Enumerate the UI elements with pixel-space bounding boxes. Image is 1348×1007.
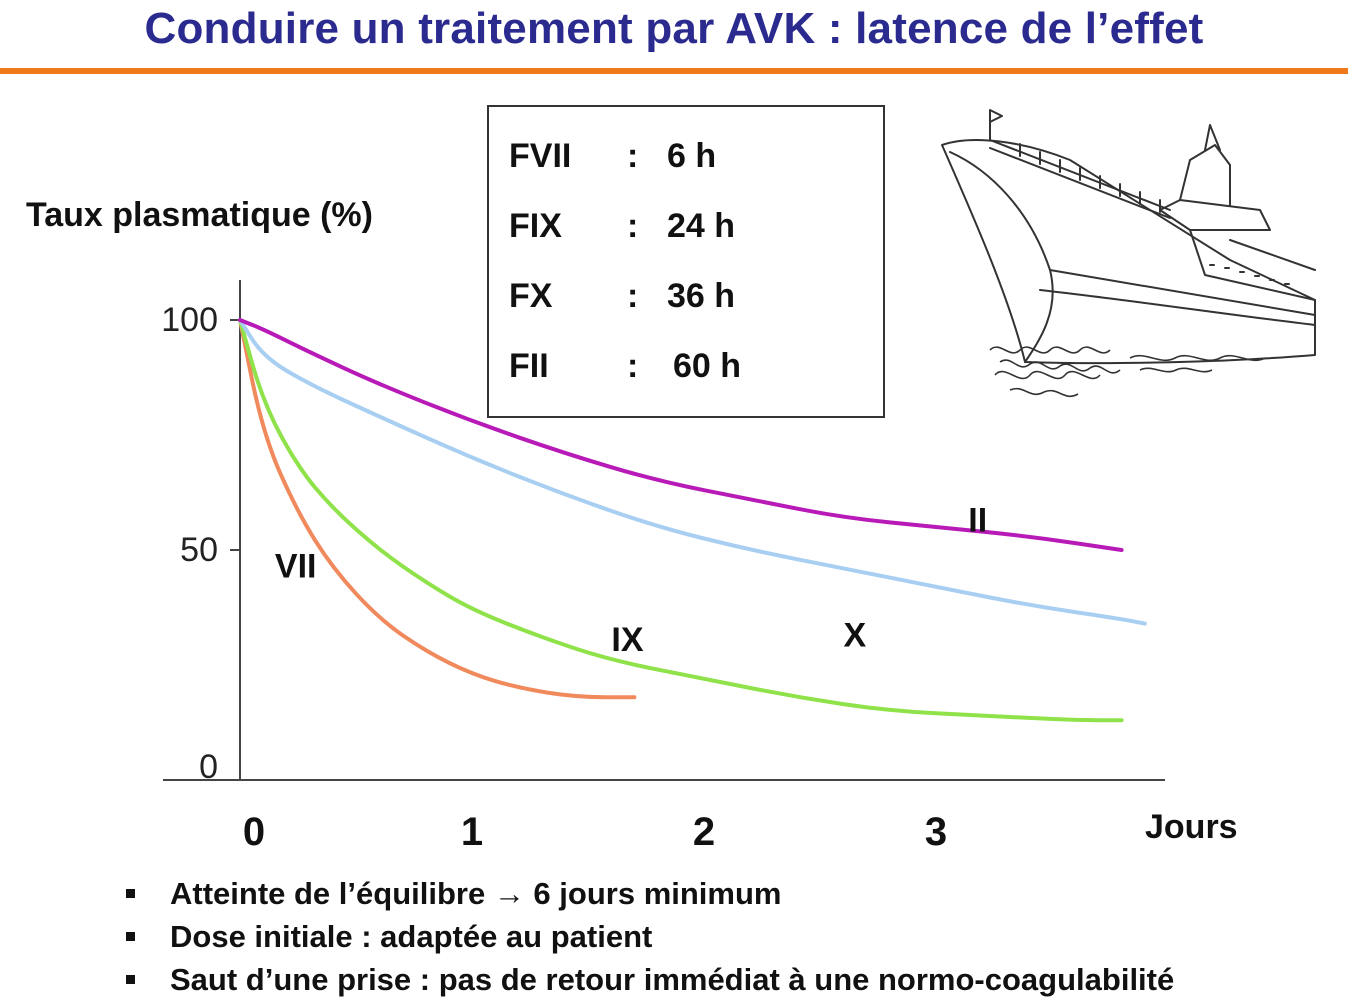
series-label-vii: VII [275, 548, 317, 586]
half-life-value: 36 h [667, 277, 736, 315]
x-tick-label: 1 [461, 810, 483, 854]
half-life-row-fvii: FVII:6 h [509, 137, 716, 176]
y-tick-label: 100 [161, 301, 218, 339]
series-label-ii: II [968, 502, 987, 540]
title-divider [0, 68, 1348, 74]
half-life-value: 60 h [673, 347, 742, 385]
half-life-row-fii: FII:60 h [509, 347, 741, 386]
bullet-list: Atteinte de l’équilibre → 6 jours minimu… [120, 872, 1174, 1001]
bullet-missed-dose: Saut d’une prise : pas de retour immédia… [120, 958, 1174, 1001]
slide-title: Conduire un traitement par AVK : latence… [144, 4, 1204, 53]
series-line-ii [238, 318, 1124, 552]
series-line-vii [238, 318, 637, 700]
factor-name: FVII [509, 137, 572, 175]
half-life-value: 6 h [667, 137, 717, 175]
separator: : [627, 137, 639, 175]
bullet-equilibrium: Atteinte de l’équilibre → 6 jours minimu… [120, 872, 1174, 915]
half-life-row-fix: FIX:24 h [509, 207, 735, 246]
bullet-marker [126, 932, 135, 941]
x-tick-label: 2 [693, 810, 715, 854]
ship-icon [941, 109, 1316, 398]
separator: : [627, 207, 639, 245]
bullet-text: Atteinte de l’équilibre → 6 jours minimu… [170, 876, 782, 911]
separator: : [627, 277, 639, 315]
bullet-marker [126, 889, 135, 898]
series-line-ix [238, 318, 1124, 723]
y-tick-label: 0 [199, 748, 218, 786]
series-label-ix: IX [611, 621, 643, 659]
y-tick-label: 50 [180, 531, 218, 569]
half-life-value: 24 h [667, 207, 736, 245]
half-life-row-fx: FX:36 h [509, 277, 735, 316]
half-life-box: FVII:6 h FIX:24 h FX:36 h FII:60 h [487, 105, 885, 418]
bullet-marker [126, 975, 135, 984]
separator: : [627, 347, 639, 385]
bullet-text: Saut d’une prise : pas de retour immédia… [170, 962, 1175, 997]
x-tick-label: 3 [925, 810, 947, 854]
factor-name: FII [509, 347, 549, 385]
bullet-text: Dose initiale : adaptée au patient [170, 919, 653, 954]
x-axis-label: Jours [1145, 808, 1238, 846]
factor-name: FX [509, 277, 553, 315]
series-line-x [238, 318, 1147, 626]
chart: 0 50 100 0 1 2 3 Jours VII IX X II [161, 280, 1238, 854]
x-tick-label: 0 [243, 810, 265, 854]
bullet-initial-dose: Dose initiale : adaptée au patient [120, 915, 1174, 958]
series-label-x: X [843, 617, 866, 655]
factor-name: FIX [509, 207, 562, 245]
y-axis-label: Taux plasmatique (%) [26, 196, 373, 234]
